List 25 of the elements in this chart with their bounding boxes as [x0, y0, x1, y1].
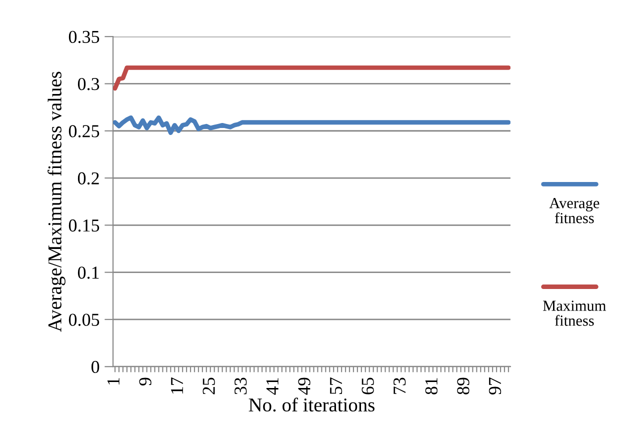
legend-label: Average fitness	[549, 198, 600, 224]
y-tick-label: 0.1	[78, 266, 99, 279]
y-tick-label: 0.15	[68, 219, 100, 232]
x-tick-label: 57	[330, 378, 342, 394]
y-tick-label: 0.25	[68, 125, 100, 138]
y-tick-label: 0.3	[78, 78, 100, 90]
y-tick-label: 0	[91, 360, 100, 374]
legend-label: Maximum fitness	[543, 300, 606, 326]
x-tick-label: 41	[266, 378, 278, 395]
y-tick-label: 0.05	[68, 314, 100, 326]
x-tick-label: 49	[298, 378, 310, 395]
x-tick-label: 9	[139, 378, 152, 386]
x-axis-title: No. of iterations	[248, 398, 374, 412]
x-tick-label: 17	[171, 378, 183, 394]
x-tick-label: 33	[234, 378, 247, 394]
x-tick-label: 65	[362, 378, 374, 394]
x-tick-label: 73	[394, 378, 406, 394]
y-tick-label: 0.2	[78, 172, 99, 185]
x-tick-label: 97	[488, 378, 502, 395]
x-tick-label: 25	[202, 378, 215, 394]
y-tick-label: 0.35	[68, 30, 100, 44]
x-tick-label: 89	[457, 378, 470, 394]
y-axis-title: Average/Maximum fitness values	[48, 72, 66, 332]
x-tick-label: 1	[107, 378, 120, 384]
x-tick-label: 81	[425, 378, 438, 394]
